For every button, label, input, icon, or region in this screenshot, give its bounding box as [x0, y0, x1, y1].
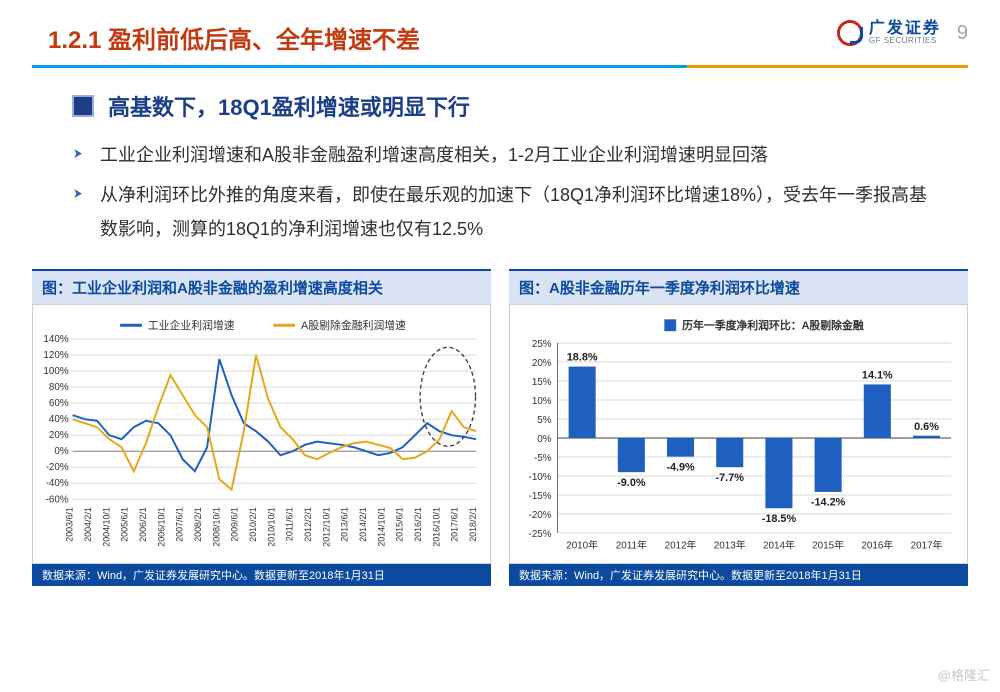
svg-text:A股剔除金融利润增速: A股剔除金融利润增速: [301, 318, 406, 332]
svg-text:2009/6/1: 2009/6/1: [230, 507, 240, 542]
page-number: 9: [957, 22, 968, 45]
svg-text:18.8%: 18.8%: [567, 351, 598, 363]
svg-text:20%: 20%: [49, 430, 69, 441]
svg-text:-14.2%: -14.2%: [811, 496, 846, 508]
svg-text:-60%: -60%: [46, 494, 69, 505]
svg-text:2012年: 2012年: [665, 538, 697, 551]
svg-text:-7.7%: -7.7%: [716, 472, 745, 484]
svg-text:2004/10/1: 2004/10/1: [101, 507, 111, 547]
logo-icon: [837, 20, 863, 46]
svg-text:2010年: 2010年: [566, 538, 598, 551]
svg-text:工业企业利润增速: 工业企业利润增速: [148, 318, 235, 332]
svg-text:-15%: -15%: [529, 490, 552, 501]
svg-text:5%: 5%: [537, 415, 551, 426]
svg-text:2015年: 2015年: [812, 538, 844, 551]
svg-text:2015/6/1: 2015/6/1: [395, 507, 405, 542]
right-chart-svg: -25% -20% -15% -10% -5% 0% 5% 10% 15% 20% 25% 18.8%…: [516, 311, 961, 561]
svg-text:2012/2/1: 2012/2/1: [303, 507, 313, 542]
section-heading: 高基数下，18Q1盈利增速或明显下行: [72, 90, 944, 122]
left-chart-footer: 数据来源：Wind，广发证券发展研究中心。数据更新至2018年1月31日: [32, 564, 491, 586]
svg-text:2010/10/1: 2010/10/1: [266, 507, 276, 547]
svg-text:2006/2/1: 2006/2/1: [138, 507, 148, 542]
svg-text:0%: 0%: [54, 446, 68, 457]
svg-text:2011/6/1: 2011/6/1: [285, 507, 295, 541]
svg-text:2014年: 2014年: [763, 538, 795, 551]
page-title: 1.2.1 盈利前低后高、全年增速不差: [48, 20, 420, 55]
svg-text:-10%: -10%: [529, 471, 552, 482]
svg-text:60%: 60%: [49, 398, 69, 409]
svg-text:10%: 10%: [532, 396, 552, 407]
svg-text:-4.9%: -4.9%: [666, 461, 695, 473]
svg-text:140%: 140%: [43, 334, 68, 345]
svg-text:-18.5%: -18.5%: [762, 513, 797, 525]
svg-text:2010/2/1: 2010/2/1: [248, 507, 258, 542]
bullet-list: 工业企业利润增速和A股非金融盈利增速高度相关，1-2月工业企业利润增速明显回落 …: [72, 138, 944, 247]
section-heading-text: 高基数下，18Q1盈利增速或明显下行: [108, 90, 470, 122]
svg-text:2012/10/1: 2012/10/1: [321, 507, 331, 547]
left-panel: 图：工业企业利润和A股非金融的盈利增速高度相关 -60% -40% -20% 0% 20…: [32, 269, 491, 586]
svg-text:2011年: 2011年: [616, 538, 647, 551]
svg-text:2017年: 2017年: [911, 538, 943, 551]
brand-logo: 广发证券 GF SECURITIES: [837, 20, 941, 46]
svg-text:2007/6/1: 2007/6/1: [175, 507, 185, 542]
svg-text:历年一季度净利润环比：A股剔除金融: 历年一季度净利润环比：A股剔除金融: [682, 318, 864, 332]
list-item: 工业企业利润增速和A股非金融盈利增速高度相关，1-2月工业企业利润增速明显回落: [100, 138, 944, 172]
header: 1.2.1 盈利前低后高、全年增速不差 广发证券 GF SECURITIES 9: [0, 0, 1000, 55]
svg-text:2006/10/1: 2006/10/1: [156, 507, 166, 547]
right-chart-title: 图：A股非金融历年一季度净利润环比增速: [509, 269, 968, 304]
logo-area: 广发证券 GF SECURITIES 9: [837, 20, 968, 46]
left-chart-title: 图：工业企业利润和A股非金融的盈利增速高度相关: [32, 269, 491, 304]
svg-text:2008/2/1: 2008/2/1: [193, 507, 203, 542]
svg-text:2005/6/1: 2005/6/1: [120, 507, 130, 542]
logo-text-cn: 广发证券: [869, 21, 941, 37]
right-panel: 图：A股非金融历年一季度净利润环比增速 -25% -20% -15% -10% -5% 0…: [509, 269, 968, 586]
logo-text-en: GF SECURITIES: [869, 37, 941, 45]
svg-text:120%: 120%: [43, 350, 68, 361]
svg-text:0.6%: 0.6%: [914, 420, 939, 432]
svg-text:2013/6/1: 2013/6/1: [340, 507, 350, 542]
svg-text:14.1%: 14.1%: [862, 369, 893, 381]
svg-text:2017/6/1: 2017/6/1: [450, 507, 460, 542]
svg-text:2013年: 2013年: [714, 538, 746, 551]
svg-text:40%: 40%: [49, 414, 69, 425]
svg-text:2018/2/1: 2018/2/1: [468, 507, 478, 542]
svg-text:-20%: -20%: [529, 509, 552, 520]
svg-text:0%: 0%: [537, 433, 551, 444]
watermark: @格隆汇: [938, 665, 990, 684]
svg-text:2016/2/1: 2016/2/1: [413, 507, 423, 542]
svg-text:2014/2/1: 2014/2/1: [358, 507, 368, 542]
svg-text:100%: 100%: [43, 366, 68, 377]
svg-text:-5%: -5%: [534, 452, 552, 463]
list-item: 从净利润环比外推的角度来看，即使在最乐观的加速下（18Q1净利润环比增速18%）…: [100, 178, 944, 246]
right-chart-footer: 数据来源：Wind，广发证券发展研究中心。数据更新至2018年1月31日: [509, 564, 968, 586]
left-chart-svg: -60% -40% -20% 0% 20% 40% 60% 80% 100% 120% 140% 20…: [39, 311, 484, 561]
svg-text:15%: 15%: [532, 377, 552, 388]
svg-text:2016年: 2016年: [861, 538, 893, 551]
left-chart: -60% -40% -20% 0% 20% 40% 60% 80% 100% 120% 140% 20…: [32, 304, 491, 564]
svg-text:-40%: -40%: [46, 478, 69, 489]
svg-text:2014/10/1: 2014/10/1: [376, 507, 386, 547]
charts-row: 图：工业企业利润和A股非金融的盈利增速高度相关 -60% -40% -20% 0% 20…: [0, 269, 1000, 586]
right-chart: -25% -20% -15% -10% -5% 0% 5% 10% 15% 20% 25% 18.8%…: [509, 304, 968, 564]
svg-text:-20%: -20%: [46, 462, 69, 473]
svg-text:2016/10/1: 2016/10/1: [431, 507, 441, 547]
svg-text:2004/2/1: 2004/2/1: [83, 507, 93, 542]
svg-text:-25%: -25%: [529, 528, 552, 539]
svg-text:25%: 25%: [532, 339, 552, 350]
svg-text:20%: 20%: [532, 358, 552, 369]
svg-text:80%: 80%: [49, 382, 69, 393]
svg-text:-9.0%: -9.0%: [617, 477, 646, 489]
section: 高基数下，18Q1盈利增速或明显下行 工业企业利润增速和A股非金融盈利增速高度相…: [0, 68, 1000, 247]
svg-text:2008/10/1: 2008/10/1: [211, 507, 221, 547]
svg-text:2003/6/1: 2003/6/1: [65, 507, 75, 542]
square-icon: [72, 95, 94, 117]
